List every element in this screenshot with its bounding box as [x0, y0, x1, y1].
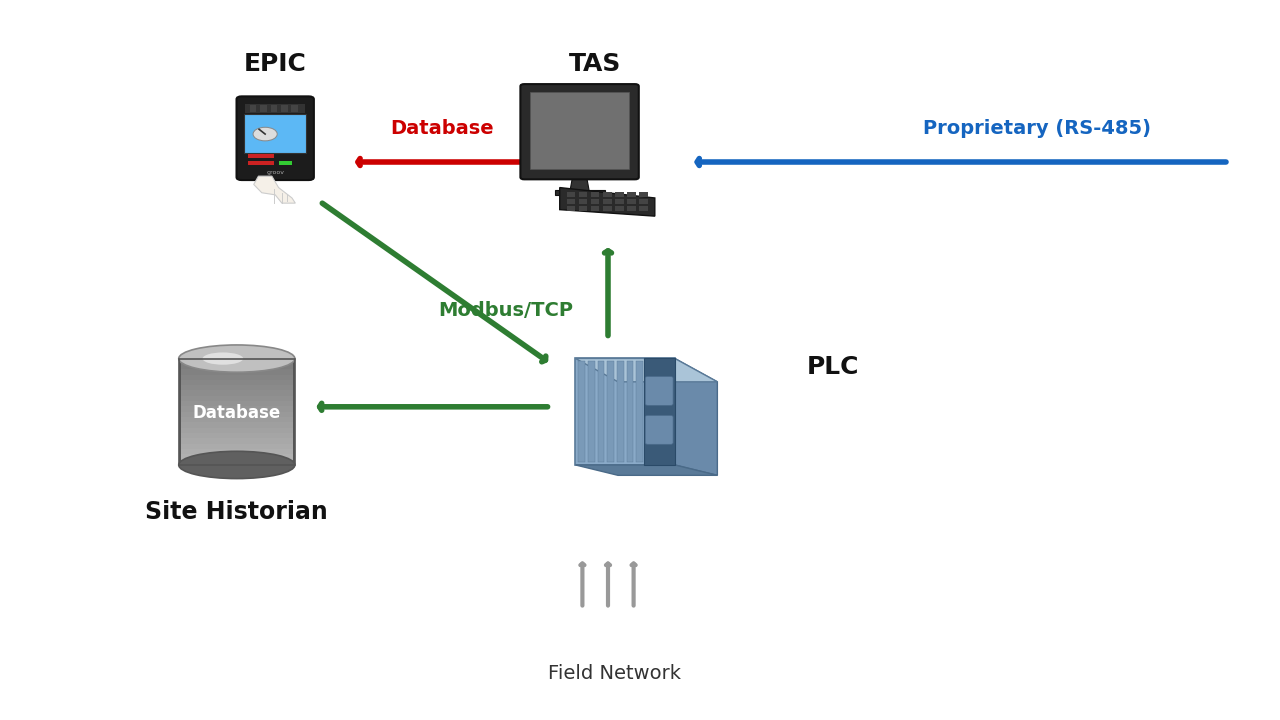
- Text: TAS: TAS: [570, 52, 621, 76]
- Bar: [627, 207, 636, 211]
- Bar: [627, 199, 636, 204]
- FancyBboxPatch shape: [645, 415, 673, 444]
- Bar: [179, 417, 294, 423]
- Ellipse shape: [202, 353, 243, 365]
- Bar: [179, 364, 294, 369]
- Bar: [248, 154, 274, 158]
- Bar: [179, 433, 294, 438]
- Bar: [626, 361, 634, 462]
- Bar: [179, 407, 294, 412]
- Bar: [244, 104, 306, 113]
- Bar: [556, 189, 605, 195]
- Bar: [179, 385, 294, 390]
- Text: Database: Database: [193, 404, 280, 422]
- Bar: [617, 361, 623, 462]
- Bar: [579, 192, 588, 197]
- Ellipse shape: [179, 345, 294, 372]
- Bar: [591, 199, 599, 204]
- Circle shape: [253, 127, 278, 141]
- Bar: [639, 192, 648, 197]
- Bar: [250, 106, 256, 112]
- Bar: [639, 207, 648, 211]
- Bar: [644, 359, 675, 465]
- Bar: [588, 361, 595, 462]
- Bar: [179, 423, 294, 428]
- Bar: [603, 192, 612, 197]
- Bar: [260, 106, 266, 112]
- Bar: [646, 361, 653, 462]
- Bar: [591, 192, 599, 197]
- Bar: [603, 207, 612, 211]
- Text: EPIC: EPIC: [243, 52, 307, 76]
- Polygon shape: [576, 359, 717, 382]
- Bar: [579, 199, 588, 204]
- Bar: [567, 199, 575, 204]
- Bar: [179, 401, 294, 407]
- Text: PLC: PLC: [806, 355, 859, 379]
- Bar: [248, 161, 274, 165]
- Bar: [567, 207, 575, 211]
- Bar: [591, 207, 599, 211]
- Bar: [270, 106, 278, 112]
- Bar: [179, 444, 294, 449]
- Polygon shape: [253, 176, 296, 203]
- Bar: [627, 192, 636, 197]
- Bar: [603, 199, 612, 204]
- Bar: [607, 361, 614, 462]
- Bar: [179, 359, 294, 465]
- Bar: [279, 161, 292, 165]
- Bar: [292, 106, 298, 112]
- Bar: [655, 361, 662, 462]
- Bar: [179, 359, 294, 364]
- Bar: [179, 454, 294, 459]
- Bar: [179, 390, 294, 396]
- Bar: [280, 106, 288, 112]
- Bar: [579, 361, 585, 462]
- Polygon shape: [559, 188, 655, 216]
- Text: Modbus/TCP: Modbus/TCP: [438, 302, 573, 320]
- Bar: [576, 359, 675, 465]
- Bar: [616, 192, 623, 197]
- Text: Proprietary (RS-485): Proprietary (RS-485): [923, 120, 1151, 138]
- Bar: [179, 359, 180, 465]
- Bar: [293, 359, 294, 465]
- Bar: [179, 369, 294, 374]
- Bar: [636, 361, 643, 462]
- Bar: [179, 412, 294, 417]
- Text: groov: groov: [266, 170, 284, 175]
- Text: Site Historian: Site Historian: [146, 500, 328, 524]
- Bar: [179, 428, 294, 433]
- FancyBboxPatch shape: [237, 96, 314, 180]
- Bar: [579, 207, 588, 211]
- FancyBboxPatch shape: [521, 84, 639, 179]
- Bar: [598, 361, 604, 462]
- FancyBboxPatch shape: [244, 114, 306, 153]
- Bar: [639, 199, 648, 204]
- Bar: [179, 459, 294, 465]
- Polygon shape: [576, 465, 717, 475]
- Bar: [530, 92, 630, 169]
- Bar: [179, 380, 294, 385]
- Ellipse shape: [179, 451, 294, 479]
- Text: Database: Database: [390, 120, 493, 138]
- Bar: [179, 396, 294, 401]
- Polygon shape: [570, 177, 590, 193]
- Bar: [179, 374, 294, 380]
- Bar: [616, 199, 623, 204]
- Polygon shape: [675, 359, 717, 475]
- Text: Field Network: Field Network: [548, 664, 681, 683]
- Bar: [616, 207, 623, 211]
- Bar: [179, 438, 294, 444]
- Bar: [179, 449, 294, 454]
- Bar: [567, 192, 575, 197]
- FancyBboxPatch shape: [645, 377, 673, 405]
